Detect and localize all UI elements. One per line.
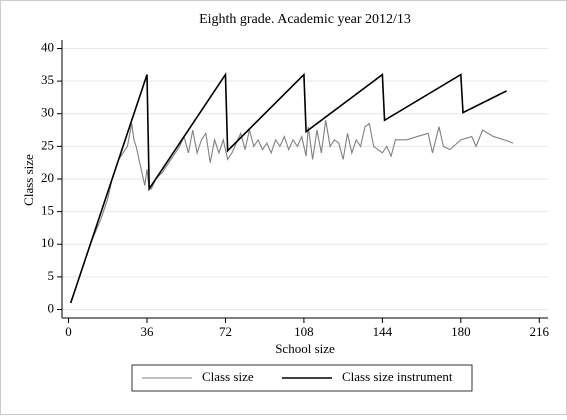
series-line — [69, 72, 507, 304]
chart-title: Eighth grade. Academic year 2012/13 — [199, 12, 411, 27]
legend-label: Class size — [202, 369, 254, 384]
series-line — [70, 120, 514, 304]
x-tick-label: 108 — [294, 324, 314, 339]
x-axis-label: School size — [275, 341, 335, 356]
x-tick-label: 36 — [140, 324, 154, 339]
y-tick-label: 40 — [41, 39, 54, 54]
y-tick-label: 10 — [41, 235, 54, 250]
y-tick-label: 15 — [41, 203, 54, 218]
x-tick-label: 216 — [530, 324, 550, 339]
x-tick-label: 144 — [373, 324, 393, 339]
legend-label: Class size instrument — [342, 369, 453, 384]
y-tick-label: 35 — [41, 72, 54, 87]
x-tick-label: 0 — [65, 324, 72, 339]
y-tick-label: 20 — [41, 170, 54, 185]
y-tick-label: 25 — [41, 137, 54, 152]
x-tick-label: 72 — [219, 324, 232, 339]
x-tick-label: 180 — [451, 324, 471, 339]
y-axis-label: Class size — [21, 154, 36, 206]
y-tick-label: 0 — [48, 301, 55, 316]
y-tick-label: 5 — [48, 268, 55, 283]
y-tick-label: 30 — [41, 105, 54, 120]
